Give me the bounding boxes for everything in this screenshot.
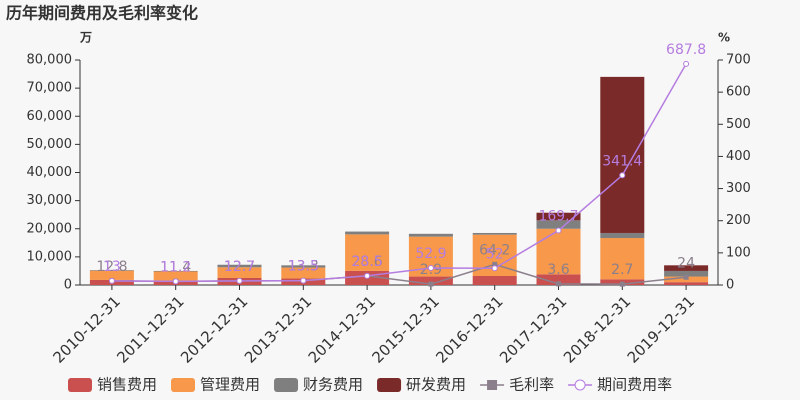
legend-swatch [171, 378, 196, 392]
bar [153, 270, 198, 272]
bar [281, 265, 326, 268]
value-label: 52 [486, 246, 504, 262]
bar [536, 228, 581, 275]
bar [472, 232, 517, 235]
marker [555, 227, 562, 234]
y-tick-label: 50,000 [27, 137, 73, 152]
marker [491, 265, 498, 272]
bar [345, 234, 390, 271]
bar [536, 220, 581, 229]
bar [408, 276, 453, 285]
y2-tick-label: 0 [726, 278, 734, 293]
legend-label: 管理费用 [200, 376, 260, 394]
legend-label: 财务费用 [303, 376, 363, 394]
marker [619, 172, 626, 179]
y-tick-label: 80,000 [27, 53, 73, 68]
marker [364, 272, 371, 279]
marker [683, 60, 690, 67]
value-label: 28.5 [352, 254, 383, 270]
y2-tick-label: 200 [726, 213, 751, 228]
bar [600, 238, 645, 280]
y-unit: 万 [79, 31, 92, 45]
bar [536, 274, 581, 285]
legend-swatch [274, 378, 299, 392]
bar [217, 267, 262, 278]
y2-unit: % [718, 31, 730, 45]
legend-marker [487, 380, 498, 390]
value-label: 28.6 [352, 254, 383, 270]
bar [89, 270, 134, 271]
bar [217, 264, 262, 268]
marker [172, 278, 179, 285]
marker [619, 281, 625, 287]
y2-tick-label: 300 [726, 181, 751, 196]
value-label: 13.5 [288, 259, 319, 275]
value-label: 64.2 [479, 242, 510, 258]
marker [236, 277, 243, 284]
y-tick-label: 60,000 [27, 109, 73, 124]
chart-title: 历年期间费用及毛利率变化 [6, 4, 198, 23]
marker [427, 264, 434, 271]
bar [472, 276, 517, 285]
marker [428, 281, 434, 287]
value-label: 11.4 [160, 259, 191, 275]
bar [600, 232, 645, 239]
legend-label: 研发费用 [406, 376, 466, 394]
marker [492, 261, 498, 267]
y2-tick-label: 600 [726, 85, 751, 100]
value-label: 13.3 [288, 259, 319, 275]
legend-label: 销售费用 [97, 376, 157, 394]
y-tick-label: 40,000 [27, 165, 73, 180]
legend-label: 毛利率 [509, 376, 554, 394]
line [111, 63, 687, 283]
value-label: 13 [103, 259, 121, 275]
y2-tick-label: 100 [726, 245, 751, 260]
value-label: 687.8 [666, 42, 706, 58]
bar [536, 212, 581, 221]
value-label: 12.8 [96, 259, 127, 275]
value-label: 12.7 [224, 259, 255, 275]
y-tick-label: 30,000 [27, 193, 73, 208]
marker [683, 274, 689, 280]
bar [664, 282, 709, 285]
bar [281, 267, 326, 279]
y-tick-label: 70,000 [27, 81, 73, 96]
marker [108, 277, 115, 284]
bar [89, 270, 134, 280]
bar [153, 271, 198, 281]
legend-label: 期间费用率 [597, 376, 672, 394]
value-label: 52.9 [415, 246, 446, 262]
bar [408, 233, 453, 237]
legend-marker [574, 379, 586, 391]
value-label: 341.4 [602, 153, 642, 169]
value-label: 2.7 [611, 262, 633, 278]
y2-tick-label: 400 [726, 149, 751, 164]
legend-swatch [377, 378, 402, 392]
y2-tick-label: 500 [726, 117, 751, 132]
value-label: 3.6 [547, 262, 569, 278]
value-label: 169.7 [538, 208, 578, 224]
marker [300, 277, 307, 284]
y-tick-label: 10,000 [27, 249, 73, 264]
value-label: 12.7 [224, 259, 255, 275]
y-tick-label: 0 [64, 278, 72, 293]
y2-tick-label: 700 [726, 53, 751, 68]
bar [345, 231, 390, 235]
value-label: 24 [677, 255, 695, 271]
bar [664, 270, 709, 277]
value-label: 11.2 [160, 259, 191, 275]
legend-swatch [68, 378, 92, 392]
y-tick-label: 20,000 [27, 221, 73, 236]
bar [600, 76, 645, 233]
marker [556, 281, 561, 287]
bar [664, 265, 709, 271]
